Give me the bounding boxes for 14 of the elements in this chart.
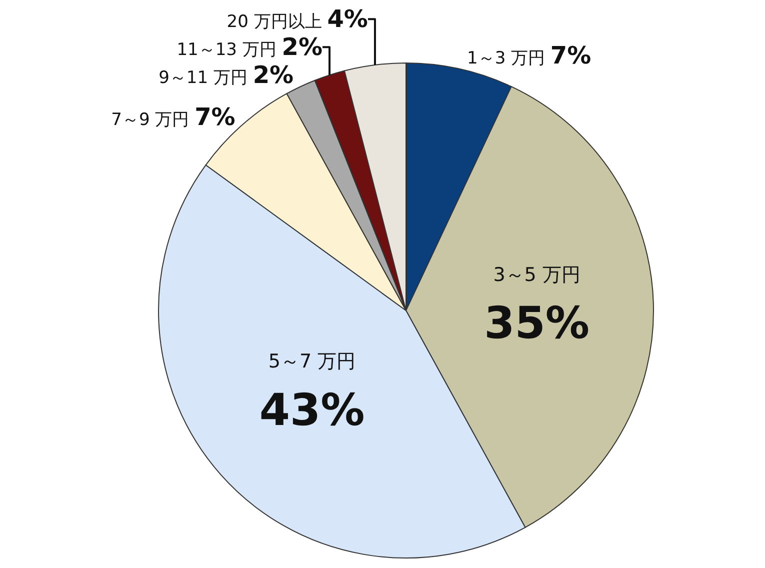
data-label: 7% [194, 102, 236, 131]
slice-label: 3～5 万円 [493, 264, 580, 286]
data-label: 35% [484, 298, 590, 349]
slice-label: 7～9 万円 [111, 110, 190, 130]
data-label: 2% [252, 61, 294, 90]
slice-label: 1～3 万円 [466, 48, 546, 69]
slice-label: 11～13 万円 [176, 40, 276, 60]
slice-label: 20 万円以上 [226, 12, 322, 32]
data-label: 4% [327, 5, 368, 34]
data-label: 7% [550, 42, 592, 70]
data-label: 43% [259, 384, 365, 436]
data-label: 2% [282, 33, 323, 62]
slice-label: 9～11 万円 [158, 68, 248, 88]
slice-label: 5～7 万円 [268, 350, 356, 373]
